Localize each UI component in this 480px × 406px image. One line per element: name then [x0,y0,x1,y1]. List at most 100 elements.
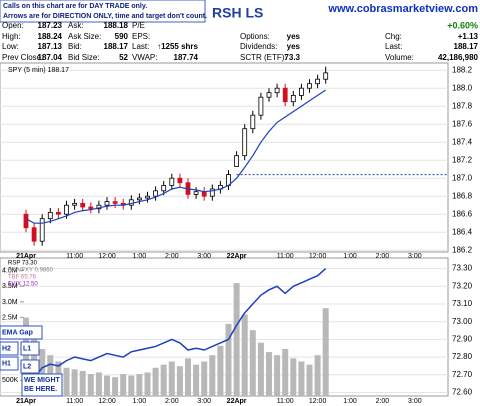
field-value: 590 [115,32,129,41]
volume-bar [266,352,272,396]
candle-body [153,190,159,197]
field-label: Bid: [68,42,82,51]
x-tick-label: 1:00 [343,398,357,405]
candle-body [169,177,175,186]
x-tick-label: 12:00 [98,253,116,260]
x-tick-label: 22Apr [227,398,247,405]
volume-bar [193,364,200,396]
volume-tick-label: 3.0M [2,299,18,306]
y-tick-label: 186.2 [452,245,473,254]
field-label: SCTR (ETF): [240,53,287,62]
volume-bar [128,375,135,396]
candle-body [298,87,304,96]
field-label: Prev Close: [2,53,43,62]
field-value: +0.60% [447,20,478,30]
x-tick-label: 1:00 [133,253,147,260]
volume-bar [282,348,289,396]
note-box [0,0,206,23]
volume-bar [306,364,313,396]
y-tick-label: 187.6 [452,119,473,128]
legend: $VIX 12.50 [8,282,38,288]
volume-bar [209,355,216,396]
volume-bar [290,358,297,396]
x-tick-label: 21Apr [16,253,36,260]
volume-bar [144,372,151,396]
annotation-box [0,341,19,356]
field-value: 187.13 [38,42,63,51]
field-label: Volume: [385,53,414,62]
annotation-text: EMA Gap [2,329,33,336]
volume-bar [201,361,208,396]
y-tick-label: 187.8 [452,101,473,110]
volume-tick-label: 2.5M [2,314,18,321]
y-tick-label: 72.60 [452,388,473,397]
legend: SPY (5 min) 188.17 [8,67,69,74]
candle-body [290,95,296,103]
volume-tick-label: 500K [2,377,19,384]
candle-body [47,211,53,220]
field-label: Dividends: [240,42,277,51]
field-value: 187.04 [38,53,63,62]
x-tick-label: 22Apr [227,253,247,260]
y-tick-label: 73.30 [452,264,473,273]
note-line: Calls on this chart are for DAY TRADE on… [3,3,147,10]
volume-bar [39,348,46,396]
candle-body [88,206,94,210]
candle-body [31,227,37,242]
volume-bar [152,367,159,396]
annotation-box [0,325,43,340]
y-tick-label: 72.70 [452,370,473,379]
field-label: P/E [132,21,145,30]
field-value: yes [287,42,301,51]
y-tick-label: 73.10 [452,299,473,308]
candle-body [258,96,264,116]
volume-bar [225,323,232,396]
price-panel [0,62,449,253]
candle-body [177,177,183,184]
volume-bar [257,342,264,396]
field-value: ↑1255 shrs [157,42,198,51]
volume-bar [217,345,224,396]
field-label: Open: [2,21,24,30]
volume-tick-label: 4.0M [2,267,18,274]
volume-bar [63,367,70,396]
x-tick-label: 11:00 [277,253,294,260]
candle-body [274,87,280,94]
y-tick-label: 187.2 [452,155,473,164]
site-url: www.cobrasmarketview.com [327,3,478,15]
y-tick-label: 188.2 [452,65,473,74]
candle-body [72,202,77,206]
annotation-box [0,356,19,371]
x-tick-label: 3:00 [197,253,211,260]
annotation-text: WE MIGHT BE HERE. [24,377,60,393]
field-value: 52 [119,53,128,62]
legend: RSP 73.30 [8,261,38,267]
y-tick-label: 72.80 [452,352,473,361]
field-value: 188.24 [38,32,63,41]
field-label: Chg: [385,32,402,41]
volume-bar [136,374,143,396]
x-tick-label: 11:00 [66,253,83,260]
candle-body [112,201,118,204]
field-value: 42,186,980 [438,53,479,62]
field-label: Ask Size: [68,32,101,41]
candle-body [145,195,150,199]
volume-bar [314,355,321,396]
y-tick-label: 187.4 [452,137,473,146]
candle-body [315,78,321,85]
annotation-box [20,359,40,374]
volume-tick-label: 3.5M [2,283,18,290]
candle-body [136,197,142,201]
volume-bar [322,308,329,396]
candle-body [307,83,312,89]
x-tick-label: 12:00 [309,398,327,405]
candle-body [201,191,207,197]
field-label: EPS: [132,32,150,41]
annotation-text: H2 [2,345,11,352]
y-tick-label: 186.4 [452,227,473,236]
x-tick-label: 2:00 [165,253,179,260]
volume-bar [79,370,86,396]
field-value: 187.23 [38,21,63,30]
volume-bar [71,369,78,396]
